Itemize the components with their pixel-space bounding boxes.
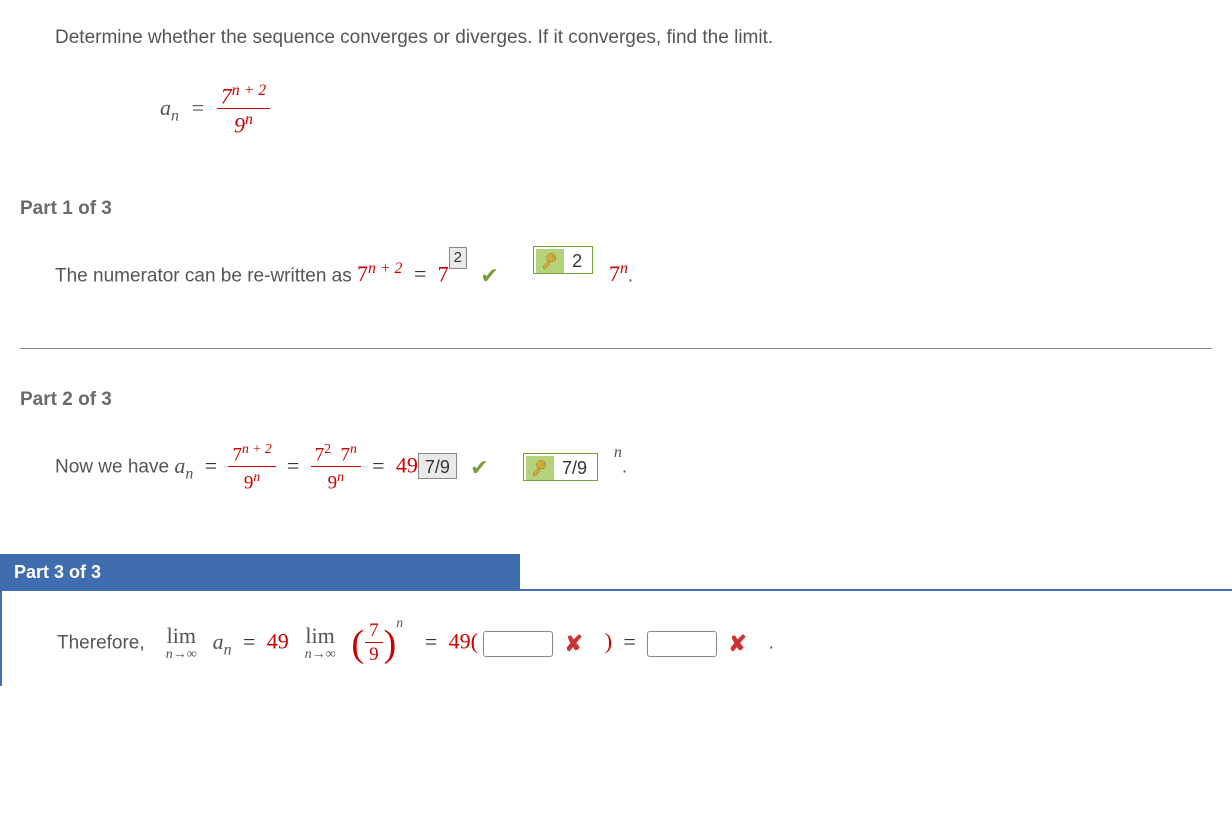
p3-a: a bbox=[213, 629, 224, 654]
p2-sub-n: n bbox=[185, 465, 193, 482]
p2-key-box: 7/9 bbox=[523, 453, 598, 481]
p3-eq3: = bbox=[617, 629, 641, 654]
lim-1: lim n→∞ bbox=[166, 625, 197, 662]
p2-f2-nae: 2 bbox=[324, 441, 331, 456]
part3-title: Part 3 of 3 bbox=[14, 562, 101, 582]
part1-lead: The numerator can be re-written as bbox=[55, 265, 357, 286]
num-base: 7 bbox=[221, 83, 232, 108]
p1-period: . bbox=[628, 265, 633, 286]
part1-body: The numerator can be re-written as 7n + … bbox=[0, 250, 1232, 348]
p3-eq2: = bbox=[419, 629, 443, 654]
p3-sub-n: n bbox=[224, 641, 232, 658]
p2-frac2: 72 7n 9n bbox=[311, 441, 361, 494]
p2-f1-ne: n + 2 bbox=[242, 441, 272, 456]
p3-eq1: = bbox=[237, 629, 261, 654]
p1-base: 7 bbox=[357, 261, 368, 286]
equals: = bbox=[184, 95, 211, 120]
part3-bar: Part 3 of 3 bbox=[0, 554, 1232, 591]
p3-period: . bbox=[769, 633, 774, 654]
p2-key-value: 7/9 bbox=[558, 457, 591, 479]
den-exp: n bbox=[245, 111, 253, 128]
p2-eq1: = bbox=[199, 453, 223, 478]
p2-trail-exp: n bbox=[614, 444, 622, 461]
p2-f2-na: 7 bbox=[315, 444, 325, 465]
p1-eq: = bbox=[408, 261, 432, 286]
p2-f2-de: n bbox=[337, 469, 344, 484]
x-icon: ✘ bbox=[565, 631, 583, 656]
part2-header: Part 2 of 3 bbox=[0, 389, 1232, 441]
p1-key-box: 2 bbox=[533, 246, 593, 274]
part3-line bbox=[520, 554, 1232, 591]
lim-word2: lim bbox=[305, 625, 336, 647]
p3-inner-den: 9 bbox=[369, 644, 379, 665]
part3-tab: Part 3 of 3 bbox=[0, 554, 520, 591]
p2-f1-nb: 7 bbox=[232, 444, 242, 465]
p1-answer-box[interactable]: 2 bbox=[449, 247, 467, 269]
lim-sub: n→∞ bbox=[166, 648, 197, 662]
p3-inner-exp: n bbox=[396, 615, 403, 630]
p1-trail-base: 7 bbox=[609, 261, 620, 286]
num-exp: n + 2 bbox=[232, 82, 266, 99]
p1-exp: n + 2 bbox=[368, 260, 402, 277]
p3-inner-num: 7 bbox=[369, 620, 379, 641]
p2-answer-box[interactable]: 7/9 bbox=[418, 453, 457, 479]
part3-lead: Therefore, bbox=[57, 633, 145, 654]
x-icon: ✘ bbox=[728, 631, 746, 656]
p3-49open: 49( bbox=[449, 629, 478, 654]
p2-frac1: 7n + 2 9n bbox=[228, 441, 275, 494]
seq-sub-n: n bbox=[171, 107, 179, 124]
seq-a: a bbox=[160, 95, 171, 120]
p2-period: . bbox=[622, 457, 627, 478]
part2-lead: Now we have bbox=[55, 457, 174, 478]
p2-f1-de: n bbox=[253, 469, 260, 484]
open-paren-icon: ( bbox=[351, 627, 364, 661]
p1-trail-exp: n bbox=[620, 260, 628, 277]
close-paren-icon: ) bbox=[384, 627, 397, 661]
p2-f2-nbe: n bbox=[350, 441, 357, 456]
lim-2: lim n→∞ bbox=[305, 625, 336, 662]
problem-statement: Determine whether the sequence converges… bbox=[0, 25, 1232, 72]
divider-1 bbox=[20, 348, 1212, 349]
fraction-def: 7n + 2 9n bbox=[217, 82, 270, 138]
p2-f2-db: 9 bbox=[328, 472, 338, 493]
sequence-definition: an = 7n + 2 9n bbox=[0, 72, 1232, 198]
part1-title: Part 1 of 3 bbox=[20, 198, 112, 219]
part3-body: Therefore, lim n→∞ an = 49 lim n→∞ ( 7 9… bbox=[0, 591, 1232, 686]
p2-coeff: 49 bbox=[396, 453, 418, 478]
p2-eq3: = bbox=[366, 453, 390, 478]
part2-body: Now we have an = 7n + 2 9n = 72 7n 9n = … bbox=[0, 441, 1232, 544]
p2-eq2: = bbox=[281, 453, 305, 478]
p2-f2-nb: 7 bbox=[341, 444, 351, 465]
check-icon: ✔ bbox=[480, 263, 498, 288]
key-icon bbox=[526, 456, 554, 480]
lim-sub2: n→∞ bbox=[305, 648, 336, 662]
p3-inner-frac: 7 9 bbox=[364, 621, 384, 666]
check-icon: ✔ bbox=[470, 455, 488, 480]
den-base: 9 bbox=[234, 112, 245, 137]
p1-result-base: 7 bbox=[438, 261, 449, 286]
key-icon bbox=[536, 249, 564, 273]
problem-text: Determine whether the sequence converges… bbox=[55, 27, 773, 48]
lim-word: lim bbox=[166, 625, 197, 647]
p2-f1-db: 9 bbox=[244, 472, 254, 493]
part1-header: Part 1 of 3 bbox=[0, 198, 1232, 250]
p3-blank-1[interactable] bbox=[483, 631, 553, 657]
p2-a: a bbox=[174, 453, 185, 478]
p3-close: ) bbox=[605, 629, 612, 654]
p3-blank-2[interactable] bbox=[647, 631, 717, 657]
part2-title: Part 2 of 3 bbox=[20, 389, 112, 410]
p1-key-value: 2 bbox=[568, 250, 586, 272]
p3-coeff: 49 bbox=[267, 629, 289, 654]
